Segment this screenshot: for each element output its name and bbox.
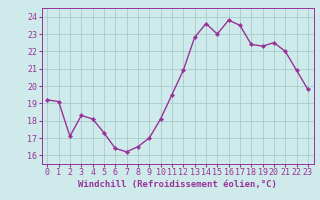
X-axis label: Windchill (Refroidissement éolien,°C): Windchill (Refroidissement éolien,°C) xyxy=(78,180,277,189)
